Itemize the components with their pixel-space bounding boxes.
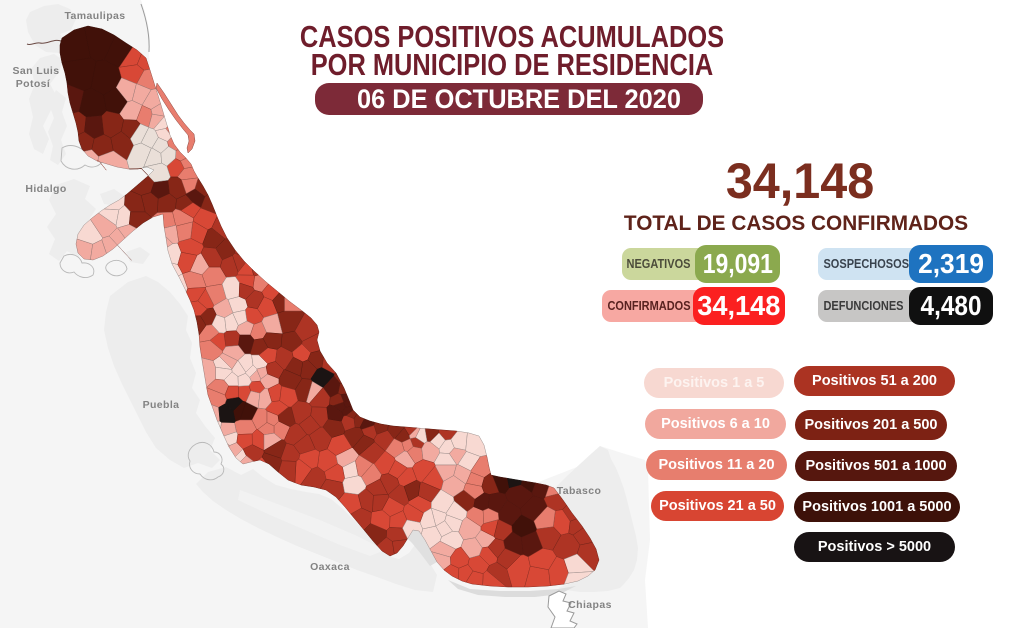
svg-text:Potosí: Potosí (16, 78, 51, 90)
svg-text:Puebla: Puebla (143, 399, 180, 411)
svg-text:San Luis: San Luis (13, 65, 60, 77)
svg-text:Hidalgo: Hidalgo (25, 183, 66, 195)
svg-text:Oaxaca: Oaxaca (310, 561, 350, 573)
svg-text:Tabasco: Tabasco (557, 485, 602, 497)
svg-text:Tamaulipas: Tamaulipas (65, 10, 126, 22)
svg-text:Chiapas: Chiapas (568, 599, 612, 611)
